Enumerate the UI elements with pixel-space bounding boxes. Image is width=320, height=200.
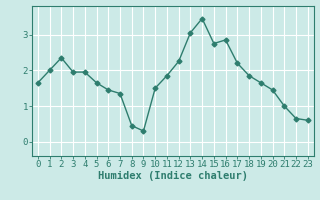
X-axis label: Humidex (Indice chaleur): Humidex (Indice chaleur) bbox=[98, 171, 248, 181]
